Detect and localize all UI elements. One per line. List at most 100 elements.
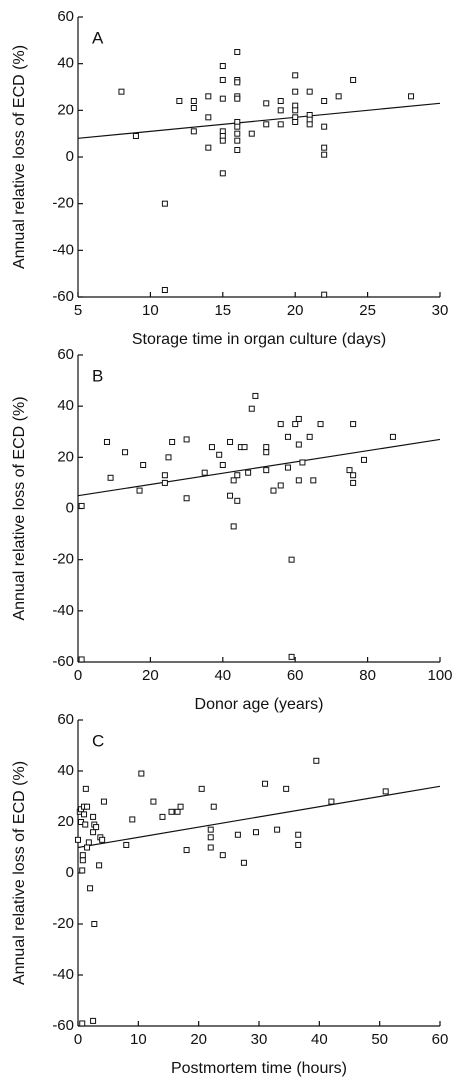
y-tick-label: -60 (52, 288, 74, 305)
point (350, 421, 357, 428)
x-tick-label: 20 (142, 667, 159, 684)
point (263, 449, 270, 456)
point (360, 456, 367, 463)
point (230, 523, 237, 530)
point (107, 474, 114, 481)
point (292, 421, 299, 428)
y-axis-label: Annual relative loss of ECD (%) (11, 396, 28, 620)
x-tick-label: 100 (427, 667, 452, 684)
y-tick-label: 40 (57, 762, 74, 779)
point (295, 415, 302, 422)
panel-label: B (92, 366, 103, 385)
point (90, 829, 97, 836)
point (216, 451, 223, 458)
point (263, 121, 270, 128)
point (263, 467, 270, 474)
fit-line (77, 785, 441, 849)
point (277, 482, 284, 489)
point (284, 464, 291, 471)
point (295, 441, 302, 448)
point (90, 813, 97, 820)
point (234, 147, 241, 153)
point (93, 824, 100, 831)
panel-label: C (92, 731, 104, 750)
y-tick-label: 60 (57, 8, 74, 25)
y-tick-label: -60 (52, 653, 74, 670)
point (234, 472, 241, 479)
point (79, 1020, 86, 1027)
point (234, 123, 241, 130)
x-tick-label: 50 (371, 1031, 388, 1048)
point (136, 487, 143, 494)
point (262, 780, 269, 787)
x-tick-label: 30 (251, 1031, 268, 1048)
point (219, 462, 226, 469)
x-tick-label: 10 (142, 302, 159, 319)
point (313, 757, 320, 764)
point (292, 107, 299, 114)
point (78, 656, 85, 663)
y-tick-label: 0 (66, 864, 74, 881)
point (234, 95, 241, 102)
point (91, 921, 98, 927)
point (295, 477, 302, 484)
y-tick-label: 60 (57, 346, 74, 363)
point (274, 826, 281, 833)
point (277, 421, 284, 428)
point (295, 831, 302, 838)
point (234, 130, 241, 137)
point (350, 472, 357, 479)
x-tick-label: 15 (214, 302, 231, 319)
point (219, 77, 226, 83)
point (350, 479, 357, 486)
point (248, 405, 255, 412)
x-tick-label: 20 (287, 302, 304, 319)
y-axis-label: Annual relative loss of ECD (%) (11, 761, 28, 985)
point (277, 98, 284, 104)
point (75, 836, 81, 843)
point (132, 133, 139, 139)
point (177, 803, 184, 810)
point (382, 788, 389, 795)
y-tick-label: 40 (57, 397, 74, 414)
x-tick-label: 40 (214, 667, 231, 684)
x-tick-label: 0 (74, 667, 82, 684)
point (161, 200, 168, 207)
point (227, 438, 234, 445)
y-tick-label: -40 (52, 966, 74, 983)
point (201, 469, 208, 476)
point (321, 123, 328, 130)
x-axis-label: Storage time in organ culture (days) (132, 331, 386, 348)
point (99, 836, 106, 843)
point (299, 459, 306, 466)
y-tick-label: 20 (57, 813, 74, 830)
x-axis-label: Postmortem time (hours) (171, 1060, 347, 1077)
x-tick-label: 40 (311, 1031, 328, 1048)
point (207, 834, 214, 841)
point (283, 785, 290, 792)
point (208, 444, 215, 451)
point (176, 98, 183, 104)
point (234, 831, 241, 838)
point (183, 847, 190, 854)
point (248, 130, 255, 137)
point (103, 438, 110, 445)
point (252, 829, 259, 836)
point (321, 98, 328, 104)
point (292, 119, 299, 125)
point (263, 444, 270, 451)
y-tick-label: 60 (57, 711, 74, 728)
point (234, 79, 241, 86)
point (328, 798, 335, 805)
x-tick-label: 0 (74, 1031, 82, 1048)
fit-line (77, 438, 441, 497)
point (140, 462, 147, 469)
y-tick-label: 20 (57, 101, 74, 118)
point (252, 392, 259, 399)
point (277, 121, 284, 128)
x-tick-label: 20 (190, 1031, 207, 1048)
point (408, 93, 415, 100)
point (118, 88, 125, 95)
x-tick-label: 60 (287, 667, 304, 684)
